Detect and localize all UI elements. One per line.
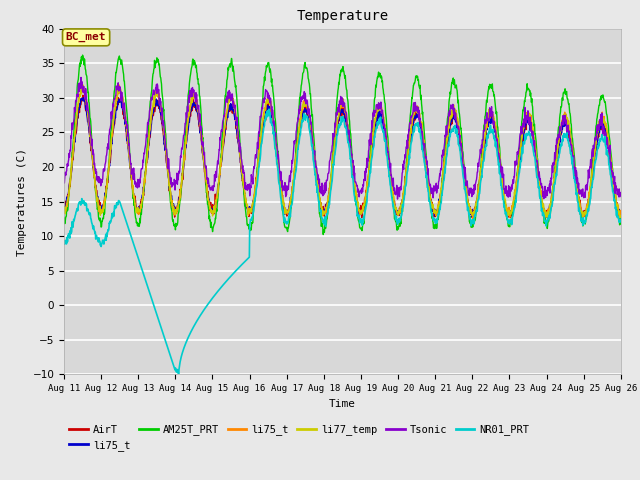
NR01_PRT [60,240,68,245]
li75_t [60,206,68,212]
li77_temp [79,82,87,88]
li75_t [502,206,509,212]
Text: BC_met: BC_met [66,32,106,42]
Legend: AirT, li75_t, AM25T_PRT, li75_t, li77_temp, Tsonic, NR01_PRT: AirT, li75_t, AM25T_PRT, li75_t, li77_te… [69,424,530,451]
Line: li77_temp: li77_temp [64,85,621,217]
AM25T_PRT [502,213,510,218]
li75_t [617,213,625,218]
Tsonic [77,74,85,80]
li77_temp [502,206,509,212]
NR01_PRT [502,209,510,215]
AM25T_PRT [319,232,327,238]
AirT [171,214,179,220]
Tsonic [60,180,68,186]
AM25T_PRT [552,161,559,167]
li77_temp [429,202,437,207]
li77_temp [617,214,625,220]
Line: li75_t: li75_t [64,97,621,218]
NR01_PRT [175,371,182,377]
Tsonic [394,196,401,202]
li75_t [115,82,123,88]
Line: li75_t: li75_t [64,85,621,219]
NR01_PRT [617,219,625,225]
AM25T_PRT [184,92,192,98]
AirT [60,206,68,212]
li75_t [79,95,87,100]
li75_t [60,206,68,212]
li77_temp [60,208,68,214]
Tsonic [617,190,625,195]
Tsonic [246,183,254,189]
li75_t [184,126,192,132]
AirT [502,203,509,208]
Y-axis label: Temperatures (C): Temperatures (C) [17,148,27,255]
li75_t [552,170,559,176]
Title: Temperature: Temperature [296,10,388,24]
li75_t [429,208,437,214]
Tsonic [502,185,510,191]
li75_t [502,202,510,208]
NR01_PRT [429,217,437,223]
X-axis label: Time: Time [329,399,356,408]
AM25T_PRT [60,215,68,220]
li75_t [246,208,254,214]
NR01_PRT [265,106,273,112]
li75_t [184,115,192,120]
li75_t [541,216,549,221]
Line: AirT: AirT [64,95,621,219]
li75_t [171,205,179,211]
AirT [184,122,192,128]
AM25T_PRT [246,226,254,231]
NR01_PRT [184,335,192,340]
li75_t [429,204,437,210]
AirT [617,209,625,215]
li77_temp [171,211,179,217]
Tsonic [171,179,179,184]
li77_temp [551,169,559,175]
AirT [551,171,559,177]
NR01_PRT [552,177,559,183]
Tsonic [429,190,437,196]
li75_t [552,167,559,172]
li75_t [469,216,477,222]
AirT [79,92,87,98]
Line: Tsonic: Tsonic [64,77,621,199]
NR01_PRT [246,216,254,222]
AirT [246,209,254,215]
NR01_PRT [170,365,178,371]
li77_temp [246,205,254,211]
AM25T_PRT [617,221,625,227]
li75_t [171,209,179,215]
li77_temp [616,215,623,220]
AM25T_PRT [429,225,437,231]
Line: AM25T_PRT: AM25T_PRT [64,55,621,235]
li75_t [246,204,254,210]
AM25T_PRT [79,52,86,58]
AirT [579,216,586,222]
Tsonic [552,156,559,162]
Line: NR01_PRT: NR01_PRT [64,109,621,374]
Tsonic [184,97,192,103]
AirT [429,208,437,214]
li77_temp [184,118,192,123]
AM25T_PRT [171,223,179,229]
li75_t [617,214,625,220]
